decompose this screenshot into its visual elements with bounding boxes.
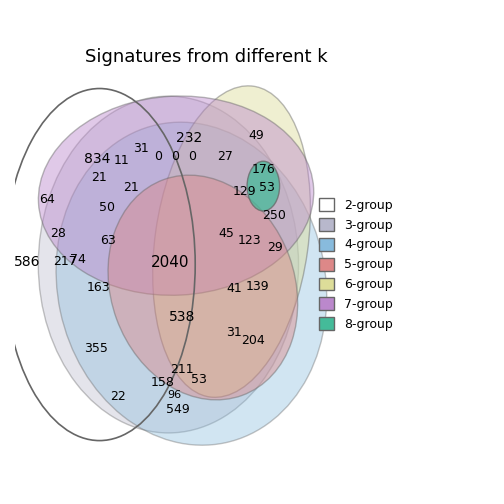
Legend: 2-group, 3-group, 4-group, 5-group, 6-group, 7-group, 8-group: 2-group, 3-group, 4-group, 5-group, 6-gr… [313,192,400,337]
Text: 45: 45 [219,227,234,240]
Text: 158: 158 [151,376,174,389]
Text: 29: 29 [267,241,283,254]
Ellipse shape [247,161,280,211]
Text: 0: 0 [154,150,162,163]
Text: 163: 163 [87,281,110,294]
Text: 834: 834 [85,152,111,166]
Text: 538: 538 [169,310,195,325]
Text: 53: 53 [191,373,207,386]
Text: 74: 74 [70,253,86,266]
Text: 64: 64 [39,193,55,206]
Text: 0: 0 [171,150,179,163]
Text: 50: 50 [99,202,115,214]
Ellipse shape [108,175,298,400]
Text: 31: 31 [133,143,149,156]
Text: 355: 355 [84,342,108,355]
Text: 41: 41 [226,282,242,295]
Ellipse shape [56,122,327,445]
Ellipse shape [153,86,310,397]
Text: 211: 211 [170,362,194,375]
Title: Signatures from different k: Signatures from different k [85,48,328,66]
Text: 22: 22 [110,390,126,403]
Text: 27: 27 [217,150,233,163]
Text: 21: 21 [123,181,139,194]
Text: 21: 21 [91,171,107,184]
Text: 129: 129 [232,184,256,198]
Text: 31: 31 [226,326,242,339]
Text: 49: 49 [248,129,264,142]
Text: 217: 217 [53,256,77,268]
Text: 2040: 2040 [151,255,190,270]
Text: 232: 232 [176,131,203,145]
Text: 549: 549 [166,404,190,416]
Text: 28: 28 [50,227,66,240]
Text: 53: 53 [259,181,275,194]
Text: 11: 11 [114,154,130,167]
Text: 96: 96 [167,391,181,401]
Text: 123: 123 [238,234,262,247]
Ellipse shape [38,96,314,295]
Ellipse shape [38,96,298,433]
Text: 176: 176 [251,163,275,176]
Text: 250: 250 [262,210,286,222]
Text: 204: 204 [241,334,265,347]
Text: 586: 586 [14,255,40,269]
Text: 139: 139 [245,280,269,293]
Text: 63: 63 [100,234,116,247]
Text: 0: 0 [188,150,196,163]
